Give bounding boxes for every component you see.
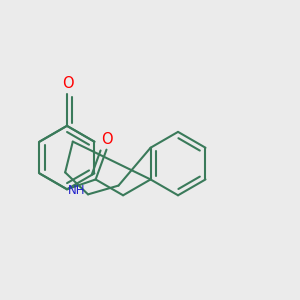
Text: NH: NH [68, 184, 85, 197]
Text: O: O [101, 132, 112, 147]
Text: O: O [62, 76, 74, 91]
